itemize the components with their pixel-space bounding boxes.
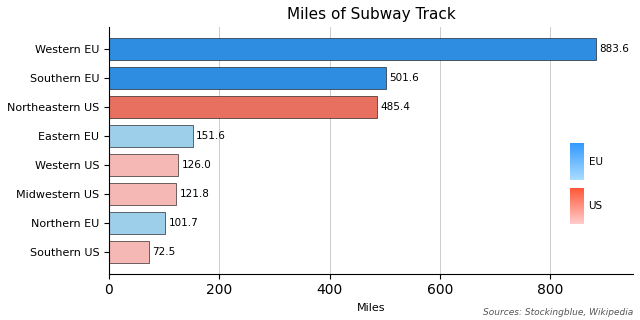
Text: Sources: Stockingblue, Wikipedia: Sources: Stockingblue, Wikipedia (483, 308, 634, 317)
Bar (109, 96, 377, 118)
Bar (109, 183, 176, 205)
Text: 151.6: 151.6 (196, 131, 226, 141)
Text: 72.5: 72.5 (152, 247, 175, 257)
Bar (109, 212, 165, 234)
Text: 883.6: 883.6 (600, 44, 630, 54)
Bar (109, 68, 386, 89)
Bar (109, 241, 149, 263)
Title: Miles of Subway Track: Miles of Subway Track (287, 7, 456, 22)
Bar (109, 38, 596, 60)
X-axis label: Miles: Miles (356, 303, 385, 313)
Text: 126.0: 126.0 (182, 160, 211, 170)
Bar (109, 154, 179, 176)
Text: 101.7: 101.7 (168, 218, 198, 228)
Text: 121.8: 121.8 (179, 189, 209, 199)
Bar (109, 125, 193, 147)
Text: 485.4: 485.4 (380, 102, 410, 112)
Text: US: US (589, 201, 603, 211)
Text: EU: EU (589, 156, 602, 167)
Text: 501.6: 501.6 (389, 73, 419, 83)
